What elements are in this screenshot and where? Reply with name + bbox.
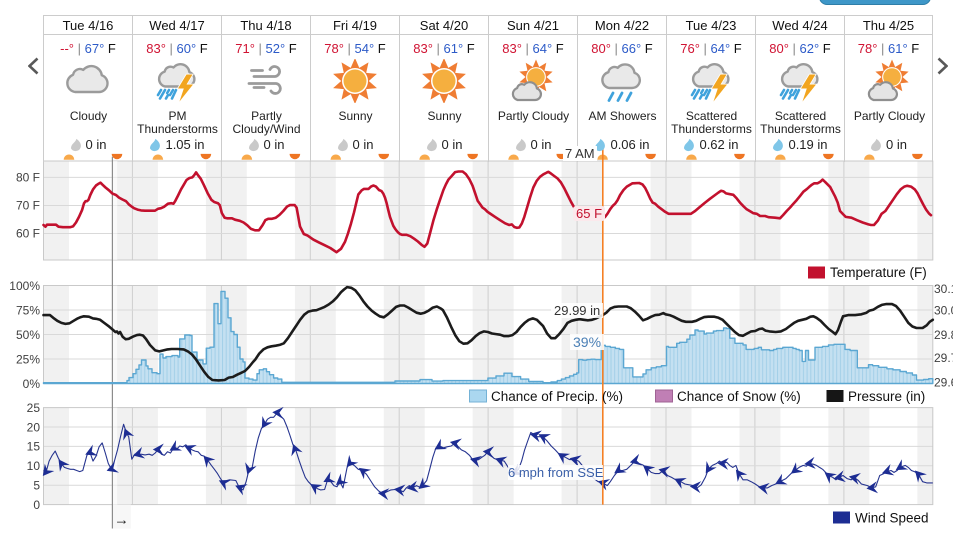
svg-text:30.1: 30.1 (934, 282, 953, 296)
svg-text:→: → (114, 512, 129, 529)
svg-text:15: 15 (27, 440, 41, 454)
svg-text:20: 20 (27, 420, 41, 434)
svg-text:70 F: 70 F (16, 199, 40, 213)
svg-text:25%: 25% (16, 352, 40, 366)
svg-text:0%: 0% (23, 377, 41, 391)
svg-text:Temperature (F): Temperature (F) (830, 265, 927, 280)
svg-text:25: 25 (27, 401, 41, 415)
svg-text:30.0: 30.0 (934, 303, 953, 317)
svg-text:80 F: 80 F (16, 171, 40, 185)
svg-text:50%: 50% (16, 328, 40, 342)
svg-text:Wind Speed: Wind Speed (855, 510, 929, 525)
svg-text:60 F: 60 F (16, 227, 40, 241)
svg-text:10: 10 (27, 459, 41, 473)
svg-text:Chance of Precip. (%): Chance of Precip. (%) (491, 389, 623, 404)
svg-text:0: 0 (33, 498, 40, 512)
svg-text:Pressure (in): Pressure (in) (848, 389, 925, 404)
svg-text:29.8: 29.8 (934, 328, 953, 342)
svg-text:29.6: 29.6 (934, 376, 953, 390)
svg-text:5: 5 (33, 479, 40, 493)
svg-text:29.7: 29.7 (934, 351, 953, 365)
svg-text:75%: 75% (16, 303, 40, 317)
svg-text:100%: 100% (9, 279, 40, 293)
svg-text:Chance of Snow (%): Chance of Snow (%) (677, 389, 801, 404)
